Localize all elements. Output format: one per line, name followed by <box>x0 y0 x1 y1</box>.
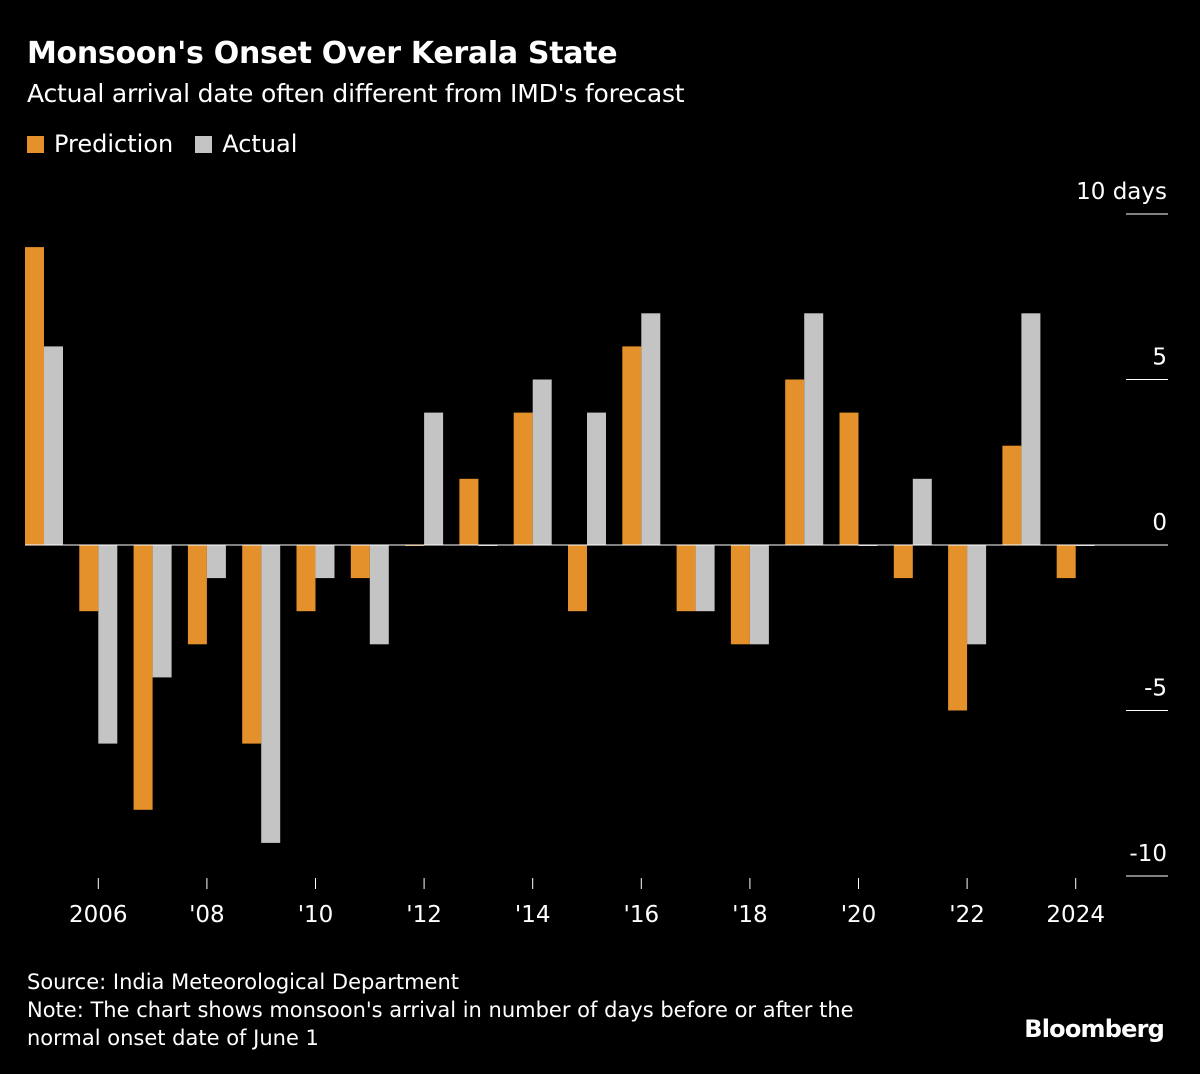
x-tick-label: '18 <box>732 902 768 928</box>
bar-prediction-2016 <box>622 346 642 545</box>
bar-prediction-2008 <box>187 545 207 645</box>
bar-prediction-2010 <box>296 545 316 612</box>
y-tick-label: 5 <box>1152 345 1167 371</box>
x-tick-label: '16 <box>624 902 660 928</box>
bar-actual-2008 <box>206 545 226 579</box>
x-tick-label: '22 <box>949 902 985 928</box>
bar-prediction-2014 <box>513 412 533 545</box>
bar-prediction-2022 <box>948 545 968 711</box>
footer: Source: India Meteorological Department … <box>27 968 854 1052</box>
bar-prediction-2009 <box>242 545 262 744</box>
bar-prediction-2007 <box>133 545 153 810</box>
x-tick-label: '12 <box>406 902 442 928</box>
chart-note-line-1: Note: The chart shows monsoon's arrival … <box>27 998 854 1022</box>
chart-note-line-2: normal onset date of June 1 <box>27 1026 319 1050</box>
bar-prediction-2018 <box>730 545 750 645</box>
x-tick-label: 2024 <box>1046 902 1105 928</box>
x-tick-label: 2006 <box>69 902 128 928</box>
bar-actual-2018 <box>749 545 769 645</box>
x-tick-label: '08 <box>189 902 225 928</box>
legend-item-actual: Actual <box>195 130 297 158</box>
bar-actual-2010 <box>315 545 335 579</box>
legend-item-prediction: Prediction <box>27 130 173 158</box>
legend: Prediction Actual <box>27 130 319 158</box>
x-tick-label: '20 <box>841 902 877 928</box>
bar-prediction-2017 <box>676 545 696 612</box>
bar-prediction-2005 <box>25 247 44 545</box>
bar-actual-2019 <box>804 313 824 545</box>
bar-actual-2005 <box>44 346 63 545</box>
legend-label-actual: Actual <box>222 130 298 158</box>
chart-subtitle: Actual arrival date often different from… <box>27 79 685 108</box>
bar-actual-2009 <box>261 545 281 843</box>
bar-prediction-2015 <box>568 545 587 612</box>
chart-title: Monsoon's Onset Over Kerala State <box>27 36 618 71</box>
bar-prediction-2021 <box>893 545 913 579</box>
x-tick-label: '14 <box>515 902 551 928</box>
source-note: Source: India Meteorological Department <box>27 970 459 994</box>
bar-actual-2006 <box>98 545 118 744</box>
y-tick-label: -5 <box>1144 676 1167 702</box>
bar-prediction-2006 <box>79 545 99 612</box>
bar-prediction-2020 <box>839 412 859 545</box>
bar-actual-2023 <box>1021 313 1041 545</box>
bar-actual-2017 <box>695 545 715 612</box>
bar-actual-2014 <box>532 379 552 545</box>
bar-actual-2012 <box>424 412 444 545</box>
legend-label-prediction: Prediction <box>54 130 174 158</box>
bar-actual-2011 <box>369 545 389 645</box>
bar-prediction-2011 <box>350 545 370 579</box>
bar-actual-2021 <box>912 478 932 545</box>
y-tick-label: 10 days <box>1076 179 1167 205</box>
bloomberg-logo: Bloomberg <box>1024 1015 1165 1043</box>
bar-prediction-2013 <box>459 478 479 545</box>
bar-actual-2015 <box>587 412 606 545</box>
legend-swatch-actual <box>195 135 213 153</box>
bar-prediction-2024 <box>1056 545 1076 579</box>
bar-actual-2022 <box>967 545 987 645</box>
x-tick-label: '10 <box>298 902 334 928</box>
bar-actual-2007 <box>152 545 172 678</box>
legend-swatch-prediction <box>27 135 44 153</box>
y-tick-label: -10 <box>1129 841 1167 867</box>
y-tick-label: 0 <box>1152 510 1167 536</box>
bar-prediction-2019 <box>785 379 805 545</box>
bar-actual-2016 <box>641 313 661 545</box>
bar-prediction-2023 <box>1002 445 1022 545</box>
